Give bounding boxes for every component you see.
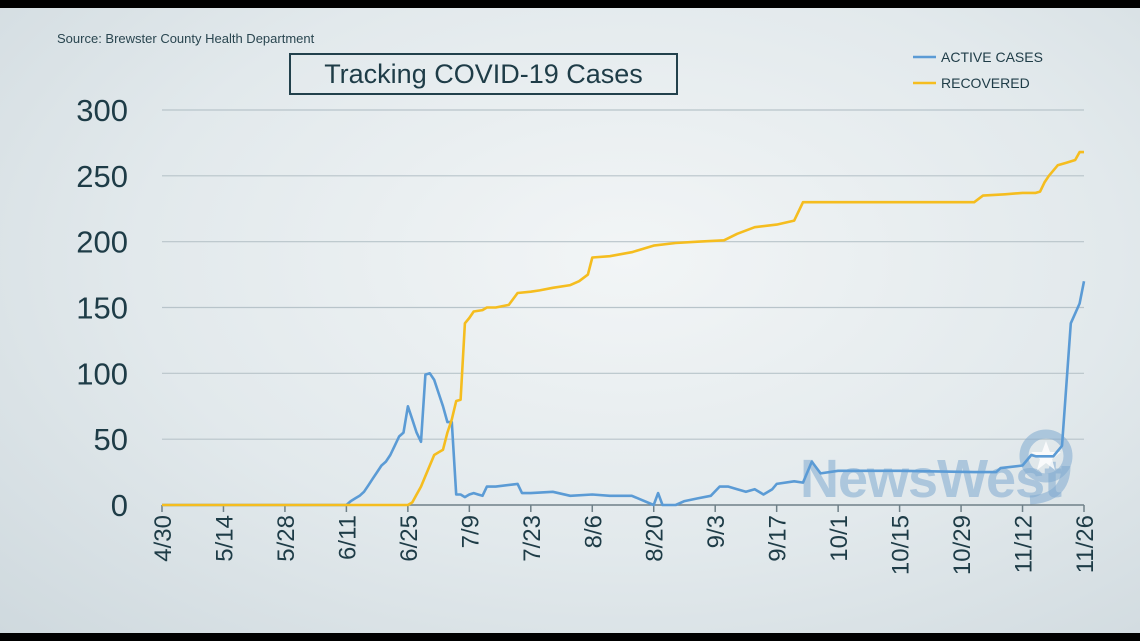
y-tick-label-50: 50 bbox=[94, 422, 128, 457]
chart-background: Source: Brewster County Health Departmen… bbox=[0, 8, 1140, 633]
chart-title: Tracking COVID-19 Cases bbox=[289, 53, 678, 95]
x-tick-label: 11/12 bbox=[1011, 515, 1038, 573]
gridlines bbox=[162, 109, 1084, 440]
line-chart: NewsWest 0 50 100 150 200 250 300 4/30 5/14 5/28… bbox=[76, 49, 1099, 575]
x-tick-label: 10/29 bbox=[949, 515, 976, 575]
y-tick-label-200: 200 bbox=[76, 225, 128, 260]
x-tick-label: 11/26 bbox=[1072, 515, 1099, 573]
x-tick-label: 10/15 bbox=[888, 515, 915, 575]
y-tick-label-300: 300 bbox=[76, 93, 128, 128]
x-tick-label: 10/1 bbox=[826, 515, 853, 562]
series-lines bbox=[162, 150, 1086, 507]
y-tick-label-250: 250 bbox=[76, 159, 128, 194]
x-tick-label: 7/23 bbox=[519, 515, 546, 562]
x-tick-label: 5/14 bbox=[211, 515, 238, 562]
x-tick-label: 6/11 bbox=[334, 515, 361, 560]
watermark-text: NewsWest bbox=[800, 449, 1062, 509]
x-tick-label: 7/9 bbox=[457, 515, 484, 548]
series-line-recovered bbox=[162, 150, 1084, 507]
y-tick-label-0: 0 bbox=[111, 488, 128, 523]
x-tick-label: 8/6 bbox=[580, 515, 607, 548]
x-tick-label: 9/17 bbox=[765, 515, 792, 562]
legend-label-active-cases: ACTIVE CASES bbox=[941, 49, 1043, 65]
y-axis: 0 50 100 150 200 250 300 bbox=[76, 93, 128, 523]
x-tick-label: 4/30 bbox=[150, 515, 177, 562]
source-note: Source: Brewster County Health Departmen… bbox=[57, 31, 315, 46]
legend-label-recovered: RECOVERED bbox=[941, 75, 1030, 91]
x-tick-label: 8/20 bbox=[642, 515, 669, 562]
y-tick-label-100: 100 bbox=[76, 356, 128, 391]
x-tick-label: 5/28 bbox=[273, 515, 300, 562]
x-tick-label: 9/3 bbox=[703, 515, 730, 548]
legend: ACTIVE CASES RECOVERED bbox=[913, 49, 1043, 91]
y-tick-label-150: 150 bbox=[76, 291, 128, 326]
x-tick-label: 6/25 bbox=[396, 515, 423, 562]
x-axis: 4/30 5/14 5/28 6/11 6/25 7/9 7/23 8/6 8/20 9/3 9/1… bbox=[150, 504, 1099, 575]
newswest-watermark-logo: NewsWest bbox=[800, 429, 1073, 509]
series-line-active-cases bbox=[162, 280, 1086, 507]
